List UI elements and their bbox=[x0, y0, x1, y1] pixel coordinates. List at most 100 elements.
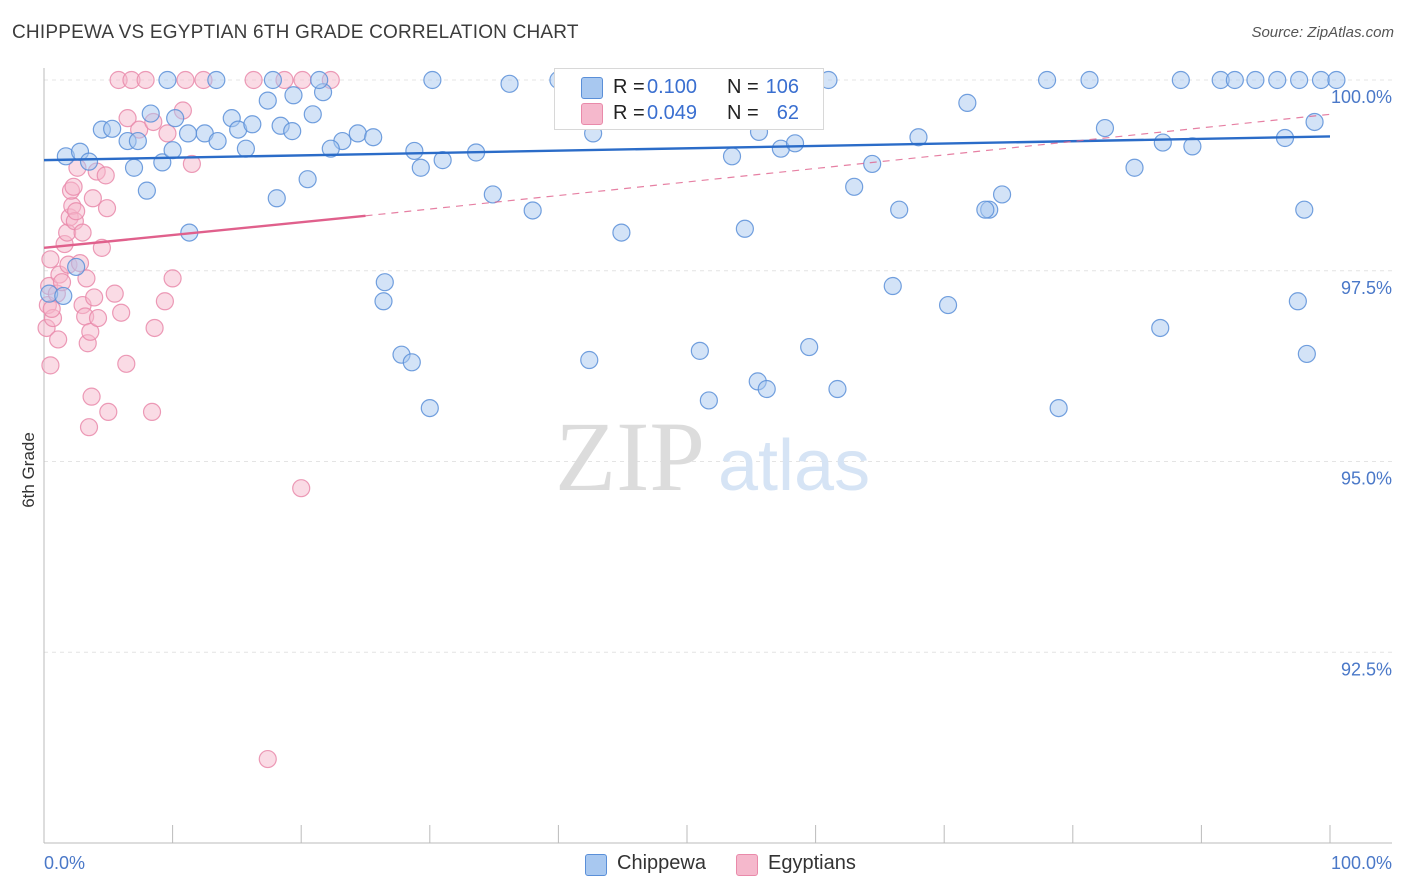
egyptians-point bbox=[41, 356, 60, 375]
chippewa-point bbox=[1037, 70, 1057, 90]
chippewa-point bbox=[1171, 70, 1190, 90]
egyptians-point bbox=[117, 354, 136, 373]
n-value: 106 bbox=[765, 76, 799, 98]
chippewa-point bbox=[1125, 158, 1144, 177]
chippewa-point bbox=[258, 91, 277, 110]
r-label: R = bbox=[613, 102, 645, 124]
egyptians-point bbox=[292, 479, 311, 498]
chippewa-point bbox=[321, 139, 340, 158]
series-legend: Chippewa Egyptians bbox=[0, 852, 1406, 878]
egyptians-point bbox=[64, 177, 83, 196]
egyptians-point bbox=[49, 330, 68, 349]
chippewa-point bbox=[483, 185, 502, 204]
y-tick-label: 97.5% bbox=[1341, 278, 1392, 298]
chippewa-point bbox=[433, 151, 452, 170]
egyptians-points bbox=[37, 70, 340, 769]
chippewa-point bbox=[267, 189, 286, 208]
egyptians-point bbox=[112, 303, 131, 322]
chippewa-point bbox=[243, 115, 262, 134]
chippewa-point bbox=[284, 86, 303, 105]
y-axis-label: 6th Grade bbox=[19, 432, 38, 508]
chippewa-point bbox=[374, 292, 393, 311]
chippewa-point bbox=[163, 141, 182, 160]
legend-label-chippewa: Chippewa bbox=[617, 852, 706, 874]
egyptians-point bbox=[293, 70, 312, 90]
x-tick-label: 100.0% bbox=[1331, 853, 1392, 873]
legend-label-egyptians: Egyptians bbox=[768, 852, 856, 874]
r-value: 0.049 bbox=[647, 102, 698, 124]
chippewa-point bbox=[402, 353, 421, 372]
egyptians-point bbox=[83, 189, 102, 208]
chippewa-point bbox=[523, 201, 542, 220]
r-label: R = bbox=[613, 76, 645, 98]
egyptians-point bbox=[88, 308, 108, 328]
egyptians-point bbox=[41, 250, 60, 269]
chippewa-trend-line bbox=[43, 135, 1331, 162]
chippewa-point bbox=[423, 70, 442, 90]
egyptians-point bbox=[155, 292, 174, 311]
chippewa-point bbox=[137, 181, 156, 200]
chippewa-point bbox=[405, 141, 424, 161]
egyptians-point bbox=[258, 749, 277, 769]
chippewa-point bbox=[1095, 118, 1115, 138]
chippewa-point bbox=[800, 337, 819, 357]
chippewa-point bbox=[863, 154, 882, 174]
chippewa-point bbox=[580, 350, 599, 370]
egyptians-point bbox=[145, 318, 164, 338]
chippewa-point bbox=[263, 70, 283, 90]
chippewa-point bbox=[1080, 70, 1099, 90]
chippewa-point bbox=[1268, 70, 1287, 90]
egyptians-point bbox=[97, 199, 117, 218]
axes bbox=[43, 68, 1392, 844]
chippewa-point bbox=[612, 223, 631, 242]
x-tick-label: 0.0% bbox=[44, 853, 85, 873]
egyptians-point bbox=[85, 288, 104, 307]
egyptians-swatch bbox=[581, 103, 603, 125]
chippewa-point bbox=[158, 70, 177, 90]
egyptians-point bbox=[142, 402, 162, 422]
egyptians-point bbox=[67, 202, 86, 221]
chippewa-point bbox=[1225, 70, 1244, 90]
y-tick-label: 95.0% bbox=[1341, 469, 1392, 489]
n-label: N = bbox=[727, 102, 759, 124]
watermark-atlas: atlas bbox=[718, 426, 870, 506]
chippewa-point bbox=[958, 93, 977, 112]
egyptians-point bbox=[81, 322, 100, 341]
chippewa-point bbox=[500, 74, 519, 93]
chippewa-point bbox=[938, 295, 958, 315]
chippewa-point bbox=[699, 391, 718, 410]
chippewa-point bbox=[909, 128, 928, 147]
r-value: 0.100 bbox=[647, 76, 698, 98]
egyptians-point bbox=[176, 70, 195, 90]
chippewa-point bbox=[1153, 133, 1172, 152]
chippewa-point bbox=[166, 109, 185, 128]
chippewa-point bbox=[883, 276, 902, 296]
chippewa-point bbox=[735, 219, 754, 238]
chippewa-point bbox=[992, 185, 1012, 204]
egyptians-point bbox=[182, 154, 201, 174]
egyptians-point bbox=[79, 418, 99, 437]
chippewa-point bbox=[1246, 70, 1265, 90]
chippewa-point bbox=[1295, 200, 1314, 219]
chippewa-point bbox=[298, 170, 317, 189]
grid-lines bbox=[44, 79, 1392, 653]
chippewa-point bbox=[1311, 70, 1331, 90]
chippewa-point bbox=[1183, 137, 1202, 156]
n-value: 62 bbox=[776, 102, 799, 124]
chippewa-point bbox=[375, 273, 394, 292]
chippewa-point bbox=[420, 398, 439, 418]
chippewa-point bbox=[1151, 318, 1170, 338]
chippewa-point bbox=[757, 379, 776, 399]
legend-row-egyptians: R = 0.049 N = 62 bbox=[555, 100, 823, 126]
chippewa-points bbox=[40, 70, 1346, 418]
egyptians-swatch bbox=[736, 854, 758, 876]
chippewa-point bbox=[1327, 70, 1346, 90]
n-label: N = bbox=[727, 76, 759, 98]
egyptians-point bbox=[118, 109, 137, 128]
chippewa-point bbox=[310, 70, 329, 90]
chippewa-point bbox=[845, 177, 864, 196]
chippewa-point bbox=[690, 341, 709, 360]
y-tick-label: 100.0% bbox=[1331, 87, 1392, 107]
chippewa-swatch bbox=[581, 77, 603, 99]
